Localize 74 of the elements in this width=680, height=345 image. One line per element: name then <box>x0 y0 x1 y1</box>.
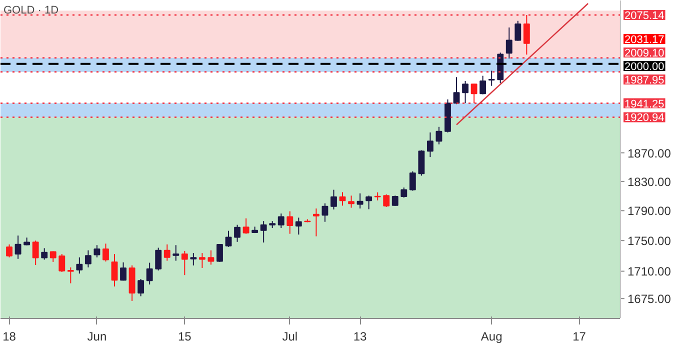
candlestick <box>102 243 109 262</box>
text: 2031.17 <box>624 34 664 46</box>
candlestick <box>164 244 170 262</box>
candlestick <box>6 244 12 258</box>
candlestick <box>198 252 206 268</box>
candlestick <box>366 195 372 210</box>
candlestick <box>111 254 118 287</box>
candlestick <box>216 244 223 262</box>
candlestick <box>67 266 74 284</box>
y-tick-label: 1790.00 <box>628 204 672 218</box>
candlestick <box>514 20 522 42</box>
ref-line-label: 1941.25 <box>624 98 664 110</box>
candlestick <box>392 195 398 206</box>
x-tick-label: Jun <box>87 330 107 344</box>
chart-title: GOLD · 1D <box>4 4 59 16</box>
candlestick <box>339 192 346 206</box>
x-tick-label: 18 <box>2 330 16 344</box>
y-tick-label: 1750.00 <box>628 234 672 248</box>
candlestick <box>356 192 364 209</box>
candlestick <box>138 278 144 297</box>
line-series <box>456 2 589 126</box>
x-tick-label: Jul <box>282 330 298 344</box>
candlestick <box>409 170 416 192</box>
candlestick <box>32 240 39 266</box>
candlestick <box>94 244 100 258</box>
candlestick <box>523 14 530 56</box>
candlestick <box>470 83 478 104</box>
candlestick <box>58 254 66 272</box>
candlestick <box>155 247 162 271</box>
candlestick <box>242 218 250 234</box>
candlestick <box>322 202 328 222</box>
candlestick <box>41 248 48 260</box>
ref-line-label: 1920.94 <box>624 112 664 124</box>
candlestick <box>14 235 22 260</box>
candlestick <box>286 210 294 234</box>
y-tick-label: 1870.00 <box>628 146 672 160</box>
candlestick <box>234 224 240 242</box>
candlestick <box>120 262 126 282</box>
candlestick <box>278 213 284 229</box>
candlestick <box>400 187 408 198</box>
candlestick <box>181 250 188 276</box>
candlestick <box>436 126 442 145</box>
y-tick-label: 1830.00 <box>628 174 672 189</box>
candlestick <box>330 189 337 210</box>
candlestick <box>312 208 320 237</box>
candlestick <box>418 150 425 176</box>
ref-line-label: 1987.95 <box>624 74 664 86</box>
ref-line-label: 2000.00 <box>624 60 664 73</box>
candlestick <box>506 26 512 60</box>
y-tick-label: 1675.00 <box>628 292 672 306</box>
x-tick-label: 17 <box>572 330 586 344</box>
candlestick <box>348 195 354 208</box>
ref-line-label: 2009.10 <box>624 47 664 60</box>
candlestick <box>383 194 390 208</box>
x-tick-label: 15 <box>178 330 192 344</box>
candlestick <box>480 75 486 95</box>
candlestick <box>76 256 83 274</box>
candlestick <box>146 262 153 285</box>
y-tick-label: 1710.00 <box>628 264 672 279</box>
candlestick <box>50 250 56 262</box>
ref-line-label: 2075.14 <box>624 10 664 22</box>
candlestick <box>225 230 232 248</box>
candlestick <box>488 70 495 86</box>
candlestick <box>84 250 92 268</box>
candlestick <box>462 80 468 104</box>
candlestick <box>260 220 267 243</box>
x-tick-label: 13 <box>353 330 368 344</box>
candlestick <box>190 252 197 266</box>
candlestick <box>453 76 460 105</box>
x-tick-label: Aug <box>480 330 502 344</box>
candlestick <box>208 250 214 266</box>
candlestick <box>295 217 302 236</box>
candlestick <box>426 132 434 158</box>
candlestick <box>172 244 180 262</box>
